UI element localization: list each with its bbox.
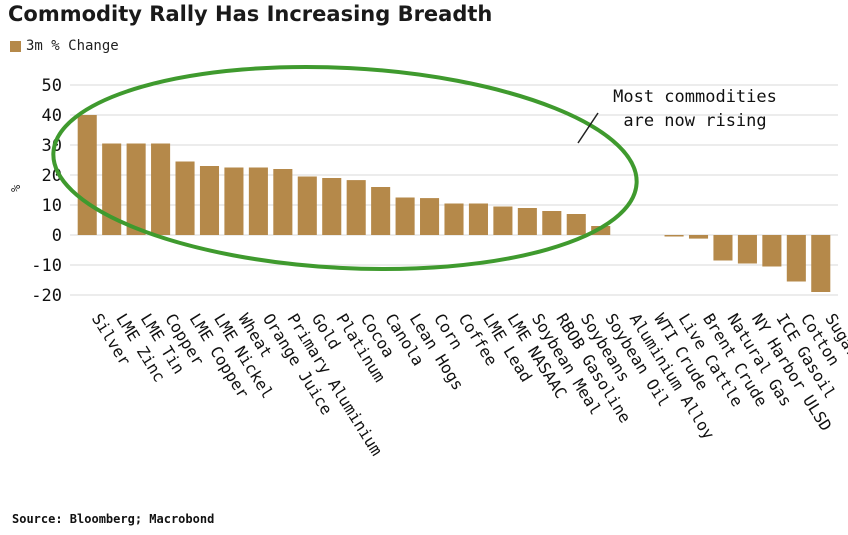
bar [126,143,146,235]
bar [688,235,709,239]
bar [371,187,391,235]
bar [517,208,537,235]
y-tick-label: 50 [42,76,62,96]
annotation-pointer [577,112,599,144]
bar [664,235,684,237]
bar [468,203,488,235]
bar [493,206,513,235]
highlight-ellipse [51,64,639,272]
bar [420,198,440,235]
bar [737,235,757,264]
bar [224,167,244,235]
annotation-line-1: Most commodities [613,87,777,107]
bar [175,161,195,235]
y-tick-label: 0 [52,226,62,246]
bar [77,115,97,235]
bar [199,166,220,235]
legend-swatch [10,40,21,52]
bar [566,214,586,235]
source-note: Source: Bloomberg; Macrobond [12,512,215,526]
legend: 3m % Change [10,38,119,54]
bar [395,197,415,235]
bar [273,169,293,235]
bar [542,211,562,235]
bar [811,235,831,292]
bar [444,203,464,235]
y-tick-label: 10 [42,196,62,216]
bar [762,235,782,267]
bar [102,143,122,235]
y-tick-label: 40 [42,106,62,126]
bar [786,235,806,282]
bar [151,143,171,235]
y-tick-label: -10 [31,256,62,276]
chart-title: Commodity Rally Has Increasing Breadth [8,2,493,26]
y-axis-label: % [9,184,23,192]
legend-label: 3m % Change [26,38,119,54]
annotation-line-2: are now rising [623,111,766,131]
bar [322,178,342,235]
bar [248,167,268,235]
bar [591,226,611,235]
bar [346,180,366,235]
bar [297,176,317,235]
bar [713,235,733,261]
y-tick-label: -20 [31,286,62,306]
bars [77,115,831,292]
